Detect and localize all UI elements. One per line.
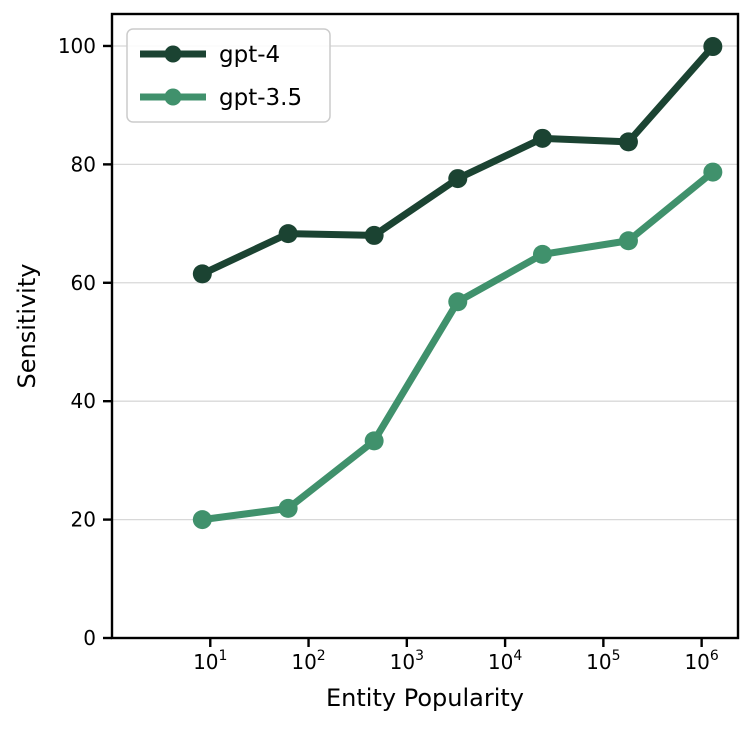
plot-frame [110, 12, 740, 640]
x-tick-label: 105 [586, 648, 620, 674]
y-tick-label: 20 [71, 508, 96, 532]
data-point-gpt-3.5 [532, 244, 552, 264]
x-tick-label: 102 [291, 648, 325, 674]
data-point-gpt-3.5 [448, 292, 468, 312]
y-tick-label: 0 [83, 626, 96, 650]
data-point-gpt-4 [618, 132, 638, 152]
legend-marker [164, 45, 182, 63]
x-tick-label: 101 [193, 648, 227, 674]
legend-label-gpt-4: gpt-4 [219, 42, 280, 68]
legend-marker [164, 88, 182, 106]
data-point-gpt-4 [532, 128, 552, 148]
x-tick-label: 106 [684, 648, 718, 674]
data-point-gpt-3.5 [703, 162, 723, 182]
series-line-gpt-3.5 [198, 168, 717, 524]
x-tick-label: 104 [488, 648, 522, 674]
y-tick-label: 40 [71, 389, 96, 413]
data-point-gpt-4 [364, 225, 384, 245]
data-point-gpt-4 [278, 224, 298, 244]
y-tick-label: 80 [71, 152, 96, 176]
data-point-gpt-4 [192, 264, 212, 284]
data-point-gpt-3.5 [364, 431, 384, 451]
data-point-gpt-4 [703, 37, 723, 57]
data-point-gpt-3.5 [192, 510, 212, 530]
y-tick-label: 100 [58, 34, 96, 58]
y-axis-title: Sensitivity [13, 263, 41, 389]
y-tick-label: 60 [71, 271, 96, 295]
data-point-gpt-3.5 [278, 498, 298, 518]
data-point-gpt-4 [448, 169, 468, 189]
legend-label-gpt-3.5: gpt-3.5 [219, 85, 302, 111]
data-point-gpt-3.5 [618, 231, 638, 251]
x-axis-title: Entity Popularity [326, 684, 524, 712]
x-tick-label: 103 [390, 648, 424, 674]
